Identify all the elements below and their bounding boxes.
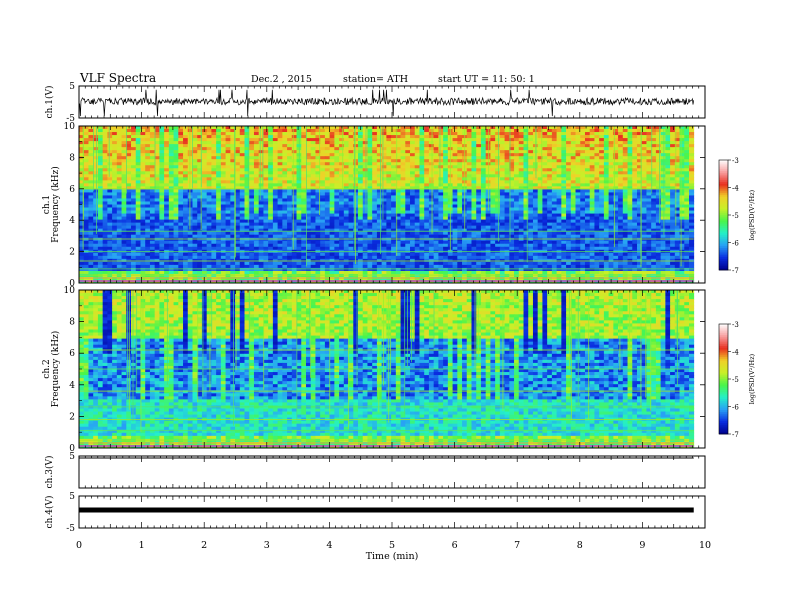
ch1-spectrogram-colorbar-tick: -3 bbox=[732, 157, 739, 165]
start-time-label: start UT = 11: 50: 1 bbox=[438, 74, 535, 85]
ch1-spectrogram-colorbar-tick: -6 bbox=[732, 240, 739, 248]
ch2-spectrogram-ytick-label: 10 bbox=[64, 286, 76, 296]
ch2-spectrogram-colorbar-tick: -4 bbox=[732, 349, 739, 357]
ch2-spectrogram-colorbar-label: log(PSD(V²/Hz) bbox=[748, 353, 756, 404]
ch1-spectrogram-ytick-label: 8 bbox=[69, 153, 75, 163]
ch1-spectrogram-ytick-label: 0 bbox=[69, 279, 75, 289]
ch1-spectrogram-ytick-label: 6 bbox=[69, 185, 75, 195]
ch1-spectrogram-ylabel-channel: ch.1 bbox=[42, 195, 52, 214]
ch1-spectrogram-image bbox=[79, 126, 695, 284]
ch4-waveform-line bbox=[79, 507, 694, 513]
xtick-label: 4 bbox=[326, 540, 332, 551]
ch1-spectrogram-ytick-label: 10 bbox=[64, 122, 76, 132]
ch2-spectrogram-ytick-label: 4 bbox=[69, 381, 75, 391]
ch2-spectrogram-colorbar-tick: -3 bbox=[732, 321, 739, 329]
xtick-label: 7 bbox=[514, 540, 520, 551]
ch1-waveform-ylabel: ch.1(V) bbox=[44, 86, 55, 119]
ch2-spectrogram-ytick-label: 6 bbox=[69, 349, 75, 359]
xtick-label: 3 bbox=[264, 540, 270, 551]
ch1-spectrogram-colorbar bbox=[718, 159, 731, 271]
ch2-spectrogram-ytick-label: 2 bbox=[69, 412, 75, 422]
ch3-waveform-ylabel: ch.3(V) bbox=[44, 456, 55, 489]
ch2-spectrogram-ytick-label: 0 bbox=[69, 444, 75, 454]
ch2-spectrogram-ytick-label: 8 bbox=[69, 318, 75, 328]
xtick-label: 1 bbox=[139, 540, 145, 551]
xtick-label: 10 bbox=[699, 540, 711, 551]
ch2-spectrogram-image bbox=[79, 290, 695, 449]
ch2-spectrogram-colorbar-tick: -6 bbox=[732, 404, 739, 412]
ch1-spectrogram-colorbar-tick: -4 bbox=[732, 185, 739, 193]
xtick-label: 2 bbox=[201, 540, 207, 551]
xtick-label: 0 bbox=[76, 540, 82, 551]
xtick-label: 9 bbox=[639, 540, 645, 551]
xtick-label: 8 bbox=[577, 540, 583, 551]
station-label: station= ATH bbox=[343, 74, 408, 85]
figure-title: VLF Spectra bbox=[80, 71, 157, 85]
ch2-spectrogram-ylabel-frequency: Frequency (kHz) bbox=[50, 331, 61, 408]
ch4-waveform-ylabel: ch.4(V) bbox=[44, 496, 55, 529]
xtick-label: 6 bbox=[452, 540, 458, 551]
ch1-spectrogram-ytick-label: 2 bbox=[69, 248, 75, 258]
ch3-waveform-ytick-label: 5 bbox=[69, 452, 75, 462]
ch2-spectrogram-colorbar bbox=[718, 323, 731, 435]
ch2-spectrogram-colorbar-tick: -5 bbox=[732, 376, 739, 384]
ch1-spectrogram-ylabel-frequency: Frequency (kHz) bbox=[50, 166, 61, 243]
date-label: Dec.2 , 2015 bbox=[251, 74, 312, 85]
ch1-spectrogram-colorbar-tick: -5 bbox=[732, 212, 739, 220]
x-axis-label: Time (min) bbox=[366, 551, 419, 562]
ch2-spectrogram-colorbar-tick: -7 bbox=[732, 431, 739, 439]
ch2-spectrogram-ylabel-channel: ch.2 bbox=[42, 359, 52, 378]
ch1-waveform-line bbox=[78, 89, 695, 117]
xtick-label: 5 bbox=[389, 540, 395, 551]
ch1-spectrogram-colorbar-tick: -7 bbox=[732, 267, 739, 275]
ch4-waveform-ytick-label: 5 bbox=[69, 492, 75, 502]
ch1-spectrogram-ytick-label: 4 bbox=[69, 216, 75, 226]
ch4-waveform-ytick-label: -5 bbox=[66, 524, 75, 534]
ch1-waveform-ytick-label: 5 bbox=[69, 82, 75, 92]
ch1-waveform-ytick-label: -5 bbox=[66, 114, 75, 124]
ch1-spectrogram-colorbar-label: log(PSD(V²/Hz) bbox=[748, 189, 756, 240]
